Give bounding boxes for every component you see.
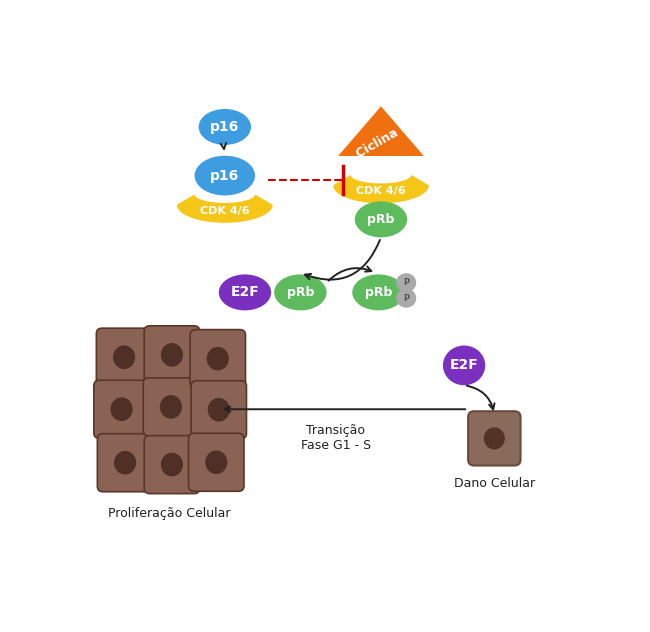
- Text: P: P: [403, 294, 410, 303]
- Polygon shape: [333, 175, 429, 204]
- FancyBboxPatch shape: [98, 434, 153, 492]
- Text: p16: p16: [210, 120, 239, 134]
- Text: p16: p16: [210, 169, 239, 183]
- Ellipse shape: [355, 202, 407, 238]
- Text: E2F: E2F: [450, 358, 478, 372]
- Ellipse shape: [396, 289, 416, 308]
- Text: Ciclina D: Ciclina D: [354, 119, 413, 161]
- FancyBboxPatch shape: [144, 435, 200, 494]
- Text: P: P: [403, 278, 410, 287]
- FancyBboxPatch shape: [144, 326, 200, 384]
- FancyBboxPatch shape: [190, 330, 246, 387]
- Ellipse shape: [114, 451, 136, 475]
- FancyBboxPatch shape: [94, 380, 150, 438]
- Ellipse shape: [113, 345, 135, 369]
- FancyBboxPatch shape: [96, 328, 151, 386]
- Text: pRb: pRb: [365, 286, 392, 299]
- Text: Dano Celular: Dano Celular: [454, 477, 535, 490]
- FancyBboxPatch shape: [143, 378, 199, 436]
- Polygon shape: [338, 106, 424, 156]
- FancyBboxPatch shape: [468, 411, 521, 466]
- Ellipse shape: [161, 343, 183, 367]
- Text: Proliferação Celular: Proliferação Celular: [108, 506, 231, 520]
- Text: pRb: pRb: [287, 286, 314, 299]
- Ellipse shape: [484, 427, 505, 449]
- Ellipse shape: [208, 398, 230, 422]
- Ellipse shape: [205, 451, 228, 474]
- Ellipse shape: [443, 346, 486, 386]
- Ellipse shape: [352, 274, 405, 310]
- Ellipse shape: [219, 274, 271, 310]
- Ellipse shape: [207, 347, 229, 370]
- FancyBboxPatch shape: [188, 434, 244, 491]
- Ellipse shape: [396, 273, 416, 292]
- Ellipse shape: [194, 155, 255, 195]
- Text: pRb: pRb: [367, 213, 395, 226]
- Ellipse shape: [111, 398, 133, 421]
- Ellipse shape: [274, 274, 326, 310]
- Text: Transição
Fase G1 - S: Transição Fase G1 - S: [300, 424, 370, 453]
- Polygon shape: [177, 195, 273, 222]
- FancyBboxPatch shape: [191, 380, 246, 439]
- Text: E2F: E2F: [231, 286, 259, 300]
- Text: CDK 4/6: CDK 4/6: [356, 186, 406, 196]
- Ellipse shape: [199, 109, 251, 145]
- Text: CDK 4/6: CDK 4/6: [200, 205, 250, 216]
- Ellipse shape: [161, 453, 183, 477]
- Ellipse shape: [160, 395, 182, 419]
